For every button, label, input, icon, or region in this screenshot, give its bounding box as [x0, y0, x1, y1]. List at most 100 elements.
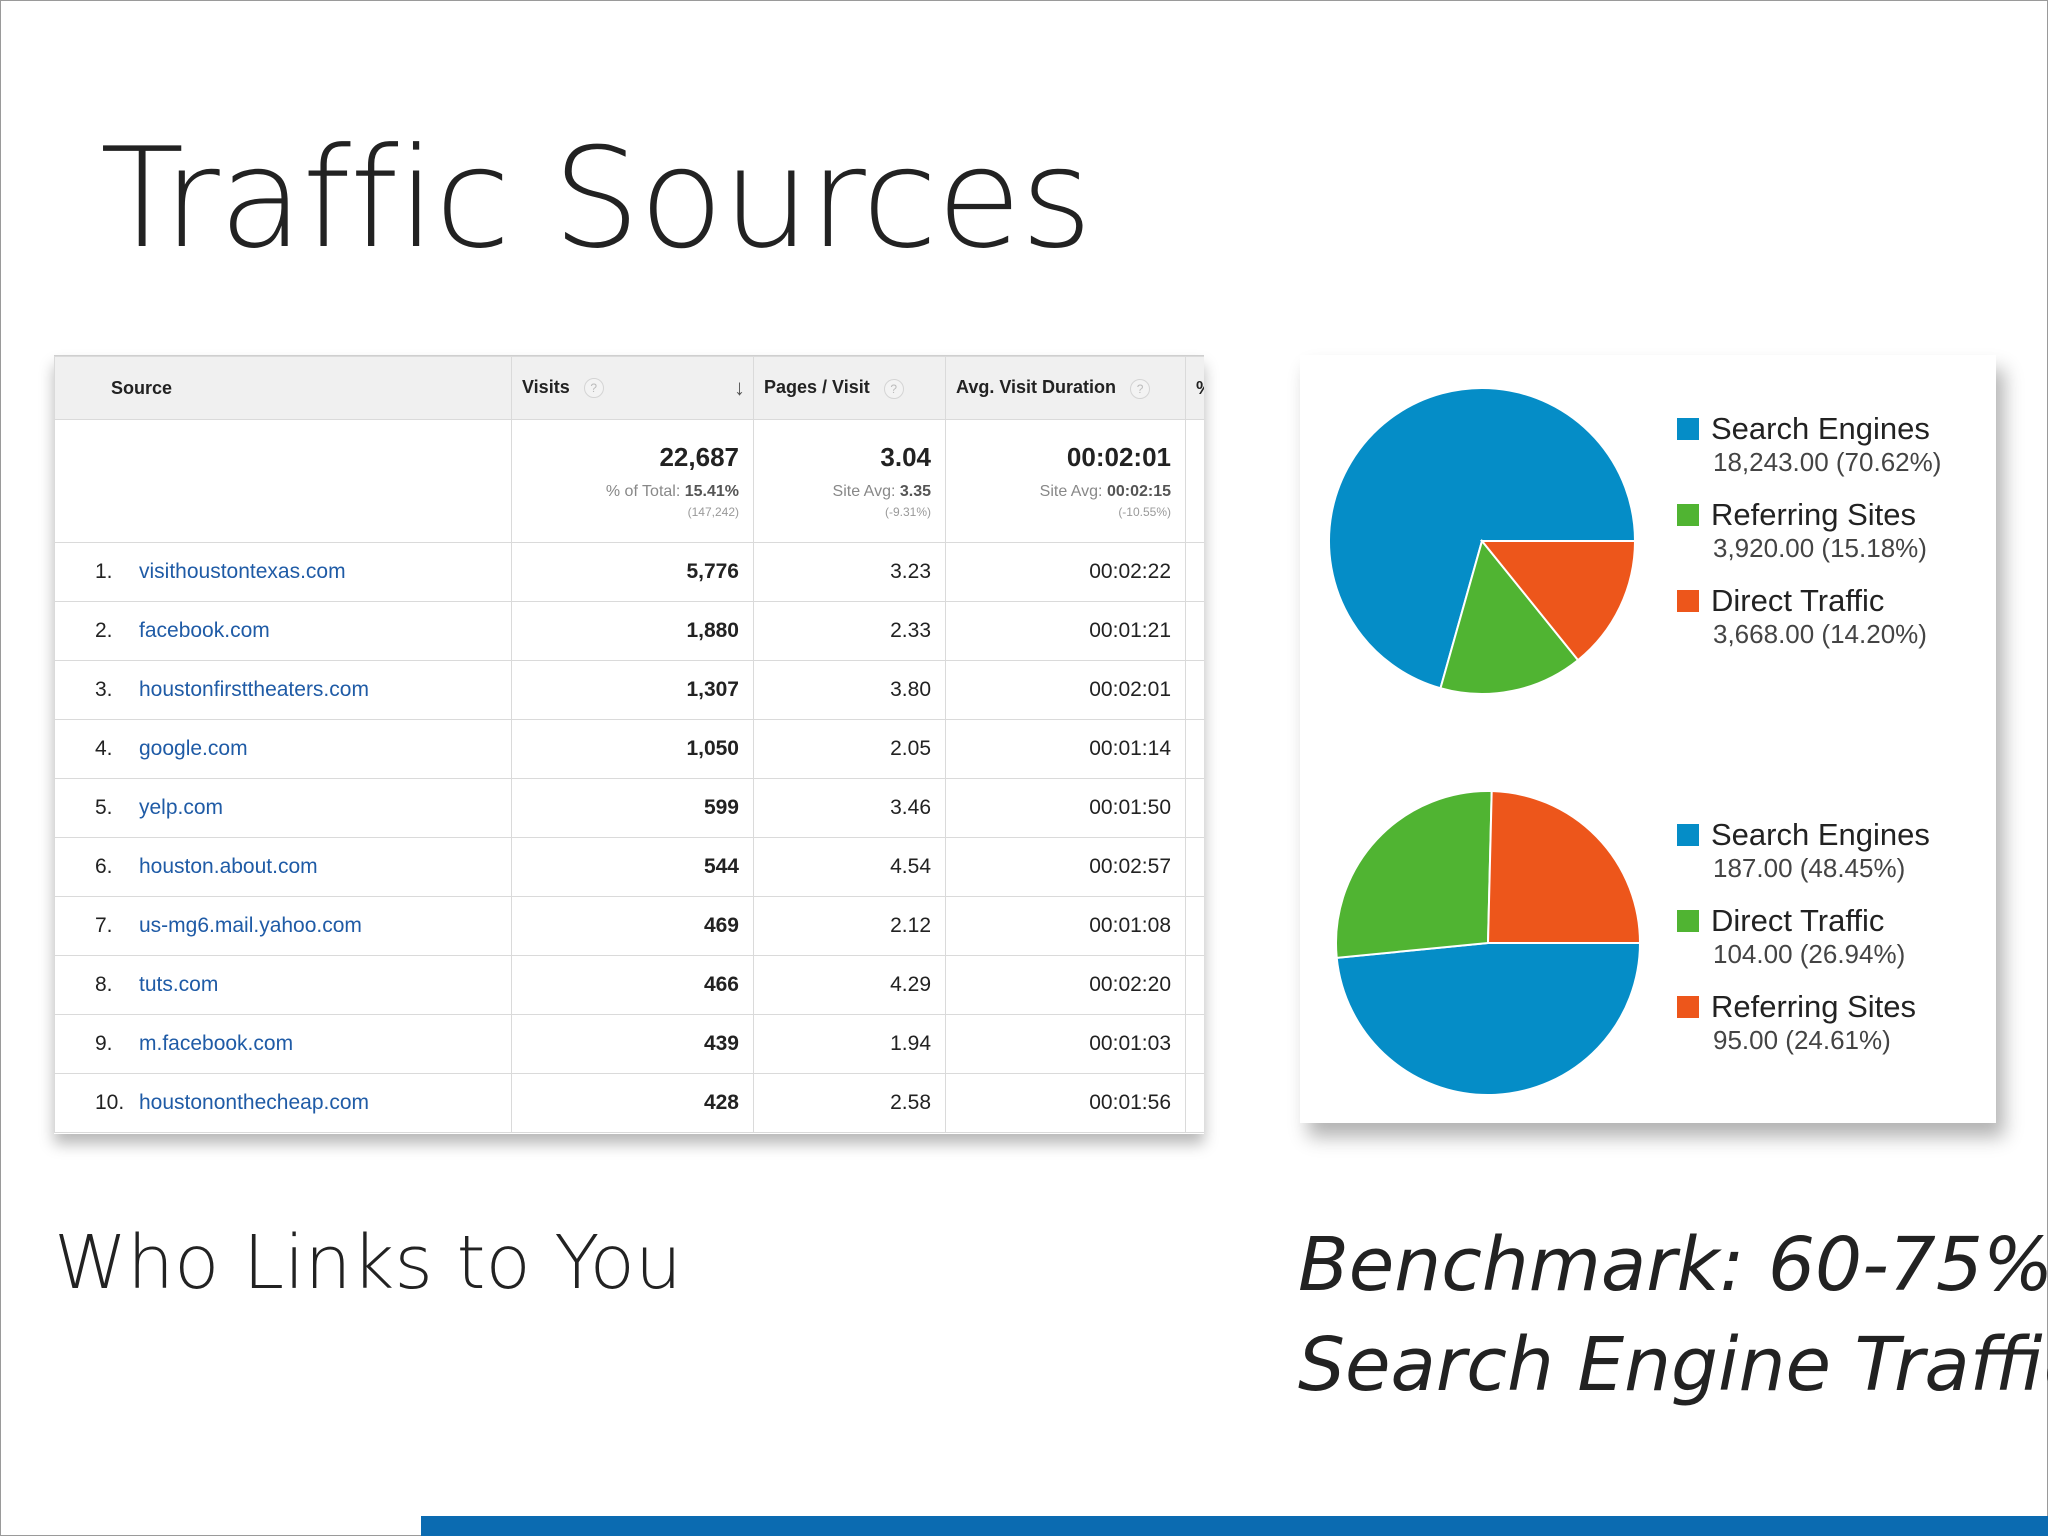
column-header-source[interactable]: Source [54, 356, 512, 420]
total-duration-site-avg-label: Site Avg: [1039, 483, 1107, 500]
avg-duration-cell: 00:02:22 [945, 542, 1186, 602]
total-pages-site-avg-value: 3.35 [899, 483, 931, 500]
row-number: 4. [95, 737, 113, 760]
truncated-cell [1185, 1014, 1204, 1074]
row-number: 5. [95, 796, 113, 819]
pie-slice-direct-traffic [1479, 540, 1637, 662]
visits-cell: 5,776 [511, 542, 754, 602]
caption-benchmark-line-1: Benchmark: 60-75% [1298, 1222, 2048, 1308]
column-header-visits[interactable]: Visits? ↓ [511, 356, 754, 420]
total-duration-diff: (-10.55%) [1118, 505, 1171, 519]
visits-cell: 1,307 [511, 660, 754, 720]
pie-slice-search-engines [1335, 942, 1642, 1096]
legend-label: Search Engines [1711, 817, 1930, 852]
legend-value: 18,243.00 (70.62%) [1713, 447, 1942, 477]
source-link[interactable]: m.facebook.com [139, 1032, 294, 1055]
traffic-sources-table-card: Source Visits? ↓ Pages / Visit? Avg. Vis… [54, 355, 1204, 1134]
total-duration-value: 00:02:01 [1066, 442, 1171, 472]
sort-down-arrow-icon[interactable]: ↓ [734, 375, 745, 400]
bottom-accent-bar [421, 1516, 2048, 1536]
legend-value: 95.00 (24.61%) [1713, 1025, 1891, 1055]
avg-duration-cell: 00:01:03 [945, 1014, 1186, 1074]
source-cell: 9. m.facebook.com [54, 1014, 512, 1074]
totals-pages-cell: 3.04 Site Avg: 3.35 (-9.31%) [753, 419, 946, 543]
pages-per-visit-cell: 4.29 [753, 955, 946, 1015]
legend-item: Direct Traffic 3,668.00 (14.20%) [1677, 584, 1941, 650]
pie-slice-referring-sites [1439, 538, 1580, 695]
legend-label: Direct Traffic [1711, 903, 1885, 938]
avg-duration-cell: 00:01:21 [945, 601, 1186, 661]
source-link[interactable]: visithoustontexas.com [139, 560, 346, 583]
source-link[interactable]: google.com [139, 737, 248, 760]
avg-duration-cell: 00:02:57 [945, 837, 1186, 897]
avg-duration-cell: 00:02:01 [945, 660, 1186, 720]
column-header-truncated[interactable]: % [1185, 356, 1204, 420]
source-cell: 2. facebook.com [54, 601, 512, 661]
table-row: 3. houstonfirsttheaters.com 1,307 3.80 00:02… [54, 660, 1204, 720]
table-row: 10. houstononthecheap.com 428 2.58 00:01:56 [54, 1073, 1204, 1133]
row-number: 9. [95, 1032, 113, 1055]
legend-label: Referring Sites [1711, 989, 1917, 1024]
totals-visits-cell: 22,687 % of Total: 15.41% (147,242) [511, 419, 754, 543]
visits-cell: 599 [511, 778, 754, 838]
table-row: 8. tuts.com 466 4.29 00:02:20 [54, 955, 1204, 1015]
pie-1-legend: Search Engines 18,243.00 (70.62%) Referrin… [1677, 412, 1941, 670]
table-row: 7. us-mg6.mail.yahoo.com 469 2.12 00:01:08 [54, 896, 1204, 956]
visits-cell: 1,880 [511, 601, 754, 661]
total-pages-value: 3.04 [880, 442, 931, 472]
legend-swatch [1677, 504, 1699, 526]
source-link[interactable]: houston.about.com [139, 855, 318, 878]
total-visits-site-total: (147,242) [687, 505, 739, 519]
visits-cell: 428 [511, 1073, 754, 1133]
pie-slice-search-engines [1328, 387, 1637, 690]
pie-2-legend: Search Engines 187.00 (48.45%) Direct Traf… [1677, 818, 1930, 1076]
source-cell: 4. google.com [54, 719, 512, 779]
pages-per-visit-cell: 2.05 [753, 719, 946, 779]
source-cell: 8. tuts.com [54, 955, 512, 1015]
column-header-avg-visit-duration[interactable]: Avg. Visit Duration? [945, 356, 1186, 420]
source-link[interactable]: facebook.com [139, 619, 270, 642]
pie-charts-card: Search Engines 18,243.00 (70.62%) Referrin… [1300, 355, 1996, 1123]
legend-value: 3,668.00 (14.20%) [1713, 619, 1927, 649]
pages-per-visit-cell: 3.23 [753, 542, 946, 602]
total-duration-site-avg: Site Avg: 00:02:15 [947, 483, 1171, 501]
source-cell: 3. houstonfirsttheaters.com [54, 660, 512, 720]
row-number: 2. [95, 619, 113, 642]
source-link[interactable]: yelp.com [139, 796, 224, 819]
source-cell: 6. houston.about.com [54, 837, 512, 897]
column-header-source-label: Source [111, 377, 173, 398]
totals-row: 22,687 % of Total: 15.41% (147,242) 3.04… [54, 419, 1204, 543]
legend-label: Search Engines [1711, 411, 1930, 446]
visits-cell: 1,050 [511, 719, 754, 779]
pages-per-visit-cell: 1.94 [753, 1014, 946, 1074]
table-header-row: Source Visits? ↓ Pages / Visit? Avg. Vis… [54, 356, 1204, 420]
pages-per-visit-cell: 2.33 [753, 601, 946, 661]
legend-swatch [1677, 996, 1699, 1018]
total-visits-value: 22,687 [659, 442, 739, 472]
source-link[interactable]: us-mg6.mail.yahoo.com [139, 914, 362, 937]
source-cell: 1. visithoustontexas.com [54, 542, 512, 602]
pie-slice-direct-traffic [1335, 790, 1493, 959]
source-link[interactable]: houstononthecheap.com [139, 1091, 370, 1114]
row-number: 10. [95, 1091, 125, 1114]
avg-duration-cell: 00:01:50 [945, 778, 1186, 838]
total-pages-diff: (-9.31%) [884, 505, 931, 519]
row-number: 1. [95, 560, 113, 583]
source-link[interactable]: tuts.com [139, 973, 219, 996]
avg-duration-cell: 00:01:56 [945, 1073, 1186, 1133]
column-header-pages-per-visit[interactable]: Pages / Visit? [753, 356, 946, 420]
total-visits-percent: % of Total: 15.41% [513, 483, 739, 501]
column-header-visits-label: Visits [522, 377, 570, 397]
row-number: 6. [95, 855, 113, 878]
visits-cell: 466 [511, 955, 754, 1015]
help-icon[interactable]: ? [583, 378, 604, 399]
help-icon[interactable]: ? [1130, 378, 1151, 399]
legend-swatch [1677, 418, 1699, 440]
legend-value: 187.00 (48.45%) [1713, 853, 1906, 883]
source-link[interactable]: houstonfirsttheaters.com [139, 678, 369, 701]
help-icon[interactable]: ? [883, 378, 904, 399]
totals-extra-cell [1185, 419, 1204, 543]
legend-item: Referring Sites 95.00 (24.61%) [1677, 990, 1930, 1056]
visits-cell: 544 [511, 837, 754, 897]
legend-swatch [1677, 910, 1699, 932]
